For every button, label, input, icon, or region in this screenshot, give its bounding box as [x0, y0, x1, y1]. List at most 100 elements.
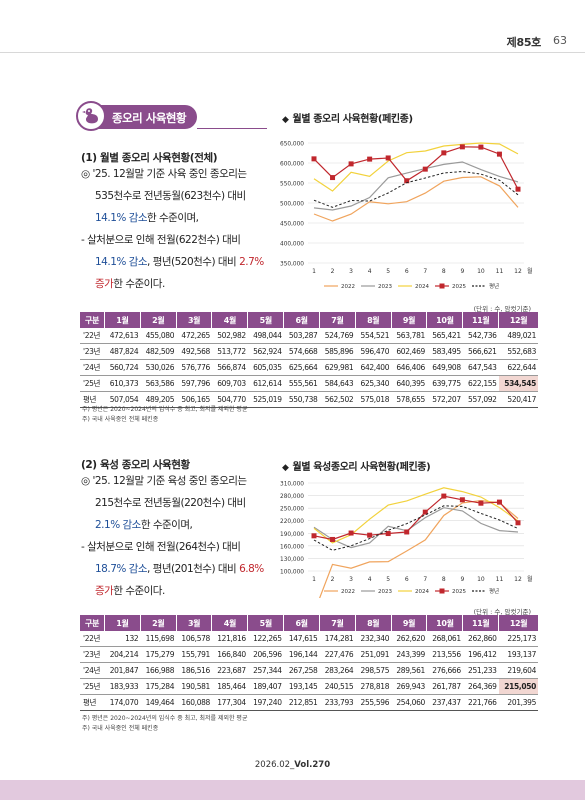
- chart2-unit: (단위 : 수, 암컷기준): [473, 608, 531, 616]
- chart2: 100,000 130,000 160,000 190,000 220,000 250,0…: [280, 482, 533, 598]
- table-cell: 625,340: [355, 375, 392, 392]
- footer-date: 2026.02_: [254, 760, 295, 770]
- footer-volume: Vol.270: [294, 760, 331, 770]
- table2-note2: 주) 국내 사육중인 전체 페킨종: [82, 725, 159, 732]
- x-tick-label: 12: [514, 576, 522, 583]
- table-cell: 262,860: [462, 631, 499, 647]
- table-cell: 213,556: [426, 646, 463, 663]
- table-cell: 504,770: [211, 391, 248, 408]
- series-point-2025: [478, 500, 484, 506]
- table-cell: 197,240: [247, 694, 284, 711]
- table-cell: 121,816: [211, 631, 248, 647]
- table-cell: 196,144: [283, 646, 320, 663]
- y-tick-label: 550,000: [280, 182, 304, 188]
- column-header: 9월: [390, 615, 427, 631]
- y-tick-label: 500,000: [280, 202, 304, 208]
- s1-line3: 한 수준이며,: [147, 212, 199, 224]
- column-header: 3월: [175, 615, 212, 631]
- table-cell: 585,896: [319, 343, 356, 360]
- legend-label-2022: 2022: [341, 284, 355, 290]
- column-header: 9월: [390, 312, 427, 328]
- page-number: 63: [553, 34, 567, 47]
- x-tick-label: 8: [442, 268, 446, 275]
- column-header: 7월: [318, 615, 356, 631]
- bottom-color-bar: [0, 780, 585, 800]
- x-tick-label: 7: [423, 576, 427, 583]
- s1-line2: 535천수로 전년동월(623천수) 대비: [95, 190, 246, 202]
- x-axis-suffix: 월: [527, 267, 533, 275]
- s2-increase: 증가: [95, 585, 114, 597]
- table-cell: 472,265: [176, 328, 212, 344]
- legend-label-2024: 2024: [415, 284, 429, 290]
- table-row: '22년 472,613 455,080 472,265 502,982 498,044 5…: [80, 328, 538, 344]
- table-cell: 298,575: [355, 662, 392, 679]
- column-header: 5월: [247, 312, 284, 328]
- column-header: 6월: [283, 312, 320, 328]
- table-header-row: 구분 1월 2월 3월 4월 5월 6월 7월 8월 9월 10월 11월 12월: [80, 312, 538, 328]
- legend-label-2022: 2022: [341, 589, 355, 595]
- series-line-평년: [313, 505, 519, 551]
- x-tick-label: 2: [331, 576, 335, 583]
- table-cell: 525,019: [247, 391, 284, 408]
- table-cell: 576,776: [176, 359, 212, 376]
- column-header: 7월: [318, 312, 356, 328]
- series-point-2025: [441, 493, 447, 499]
- row-label: '23년: [80, 646, 105, 663]
- table-cell: 232,340: [355, 631, 392, 647]
- table-cell: 257,344: [247, 662, 284, 679]
- table-cell: 240,515: [319, 678, 356, 695]
- s1-change: 14.1% 감소: [95, 212, 148, 224]
- table-cell: 269,943: [391, 678, 427, 695]
- table-row: '24년 560,724 530,026 576,776 566,874 605,035 6…: [80, 359, 538, 376]
- table-cell: 166,988: [140, 662, 177, 679]
- column-header: 12월: [498, 615, 538, 631]
- table-cell: 122,265: [247, 631, 284, 647]
- table-cell: 602,469: [391, 343, 427, 360]
- column-header: 구분: [80, 312, 105, 328]
- series-point-2025: [496, 151, 502, 157]
- x-tick-label: 5: [386, 268, 390, 275]
- y-tick-label: 190,000: [280, 532, 304, 538]
- x-tick-label: 10: [477, 576, 485, 583]
- table-row: '23년 204,214 175,279 155,791 166,840 206,596 1…: [80, 646, 538, 663]
- table-cell: 215,050: [498, 678, 538, 695]
- table-cell: 261,787: [426, 678, 463, 695]
- series-point-2025: [478, 144, 484, 150]
- x-tick-label: 6: [405, 576, 409, 583]
- table-cell: 147,615: [283, 631, 320, 647]
- legend-label-2023: 2023: [378, 589, 392, 595]
- table-cell: 219,604: [498, 662, 538, 679]
- table-cell: 640,395: [391, 375, 427, 392]
- table-cell: 506,165: [176, 391, 212, 408]
- s2-line4: - 살처분으로 인해 전월(264천수) 대비: [81, 541, 241, 553]
- table-cell: 264,369: [462, 678, 499, 695]
- series-line-평년: [313, 170, 519, 208]
- table-cell: 566,621: [462, 343, 499, 360]
- series-point-2025: [422, 509, 428, 515]
- table-cell: 276,666: [426, 662, 463, 679]
- table-cell: 201,847: [104, 662, 141, 679]
- table-row: 평년 174,070 149,464 160,088 177,304 197,240 212…: [80, 694, 538, 711]
- table-cell: 609,703: [211, 375, 248, 392]
- table-cell: 177,304: [211, 694, 248, 711]
- section-title: 종오리 사육현황: [112, 111, 187, 125]
- table-cell: 206,596: [247, 646, 284, 663]
- duck-icon: [76, 101, 106, 131]
- series-point-2025: [330, 175, 336, 181]
- row-label: '25년: [80, 375, 105, 392]
- row-label: 평년: [80, 391, 105, 408]
- y-tick-label: 450,000: [280, 222, 304, 228]
- table-cell: 610,373: [104, 375, 141, 392]
- table-cell: 193,145: [283, 678, 320, 695]
- table-cell: 243,399: [391, 646, 427, 663]
- column-header: 3월: [175, 312, 212, 328]
- series-point-2025: [348, 530, 354, 536]
- table-row: '25년 610,373 563,586 597,796 609,703 612,614 5…: [80, 375, 538, 392]
- s2-line5: , 평년(201천수) 대비: [147, 563, 240, 575]
- table-cell: 132: [104, 631, 141, 647]
- x-tick-label: 11: [496, 268, 504, 275]
- s1-line1: ◎ '25. 12월말 기준 사육 중인 종오리는: [81, 168, 247, 180]
- s1-line6: 한 수준이다.: [113, 278, 165, 290]
- legend-label-2025: 2025: [452, 284, 466, 290]
- x-tick-label: 11: [496, 576, 504, 583]
